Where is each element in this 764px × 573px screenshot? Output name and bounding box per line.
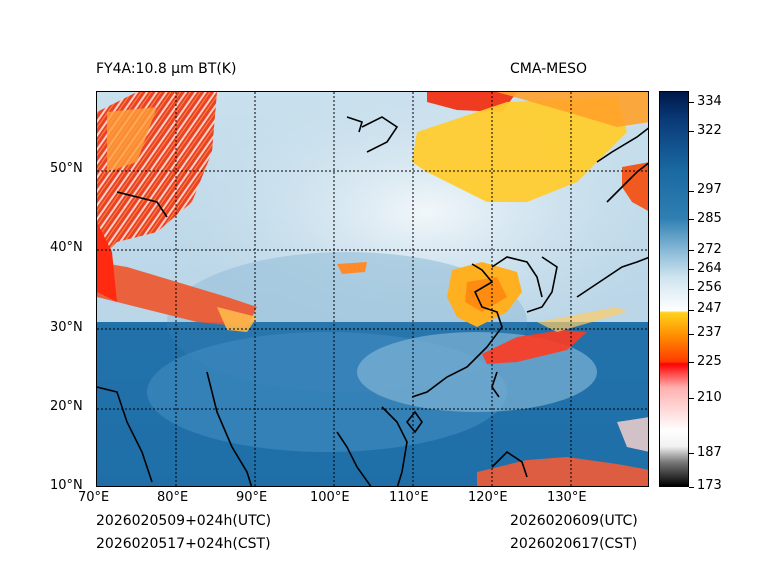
colorbar-tick-label: 237 bbox=[697, 325, 722, 341]
satellite-map[interactable] bbox=[96, 91, 649, 487]
colorbar-tick-mark bbox=[689, 309, 694, 311]
colorbar-tick-mark bbox=[689, 398, 694, 400]
colorbar-tick-label: 225 bbox=[697, 353, 722, 369]
colorbar-tick-label: 210 bbox=[697, 389, 722, 405]
colorbar-tick-mark bbox=[689, 250, 694, 252]
colorbar-tick-mark bbox=[689, 190, 694, 192]
colorbar-tick-mark bbox=[689, 486, 694, 488]
lat-tick-50n: 50°N bbox=[50, 161, 83, 176]
lat-tick-30n: 30°N bbox=[50, 320, 83, 335]
init-time-cst: 2026020517+024h(CST) bbox=[96, 536, 271, 552]
lat-tick-20n: 20°N bbox=[50, 399, 83, 414]
colorbar-tick-label: 272 bbox=[697, 241, 722, 257]
lat-tick-10n: 10°N bbox=[50, 478, 83, 493]
lon-tick-80e: 80°E bbox=[157, 490, 189, 505]
lon-tick-110e: 110°E bbox=[389, 490, 429, 505]
coastlines bbox=[97, 116, 648, 486]
colorbar-tick-mark bbox=[689, 219, 694, 221]
colorbar-tick-label: 297 bbox=[697, 182, 722, 198]
colorbar bbox=[659, 91, 689, 487]
lon-tick-100e: 100°E bbox=[310, 490, 350, 505]
colorbar-tick-label: 187 bbox=[697, 444, 722, 460]
colorbar-gradient bbox=[660, 92, 688, 486]
colorbar-tick-label: 256 bbox=[697, 280, 722, 295]
colorbar-tick-mark bbox=[689, 288, 694, 290]
colorbar-tick-label: 334 bbox=[697, 93, 722, 109]
map-title: FY4A:10.8 µm BT(K) bbox=[96, 61, 237, 77]
colorbar-tick-mark bbox=[689, 131, 694, 133]
lon-tick-120e: 120°E bbox=[468, 490, 508, 505]
colorbar-tick-mark bbox=[689, 269, 694, 271]
colorbar-tick-label: 285 bbox=[697, 210, 722, 226]
colorbar-tick-label: 322 bbox=[697, 122, 722, 138]
colorbar-tick-mark bbox=[689, 362, 694, 364]
init-time-utc: 2026020509+024h(UTC) bbox=[96, 513, 272, 529]
lon-tick-90e: 90°E bbox=[236, 490, 268, 505]
valid-time-cst: 2026020617(CST) bbox=[510, 536, 638, 552]
colorbar-tick-label: 247 bbox=[697, 301, 722, 317]
graticule bbox=[97, 92, 648, 486]
lon-tick-70e: 70°E bbox=[78, 490, 110, 505]
satellite-image bbox=[97, 92, 648, 486]
valid-time-utc: 2026020609(UTC) bbox=[510, 513, 638, 529]
north-high-cloud bbox=[412, 97, 627, 202]
colorbar-tick-mark bbox=[689, 333, 694, 335]
model-name: CMA-MESO bbox=[510, 61, 588, 77]
colorbar-tick-label: 264 bbox=[697, 260, 722, 276]
colorbar-tick-mark bbox=[689, 453, 694, 455]
colorbar-tick-mark bbox=[689, 102, 694, 104]
lat-tick-40n: 40°N bbox=[50, 240, 83, 255]
colorbar-tick-label: 173 bbox=[697, 478, 722, 493]
lon-tick-130e: 130°E bbox=[547, 490, 587, 505]
